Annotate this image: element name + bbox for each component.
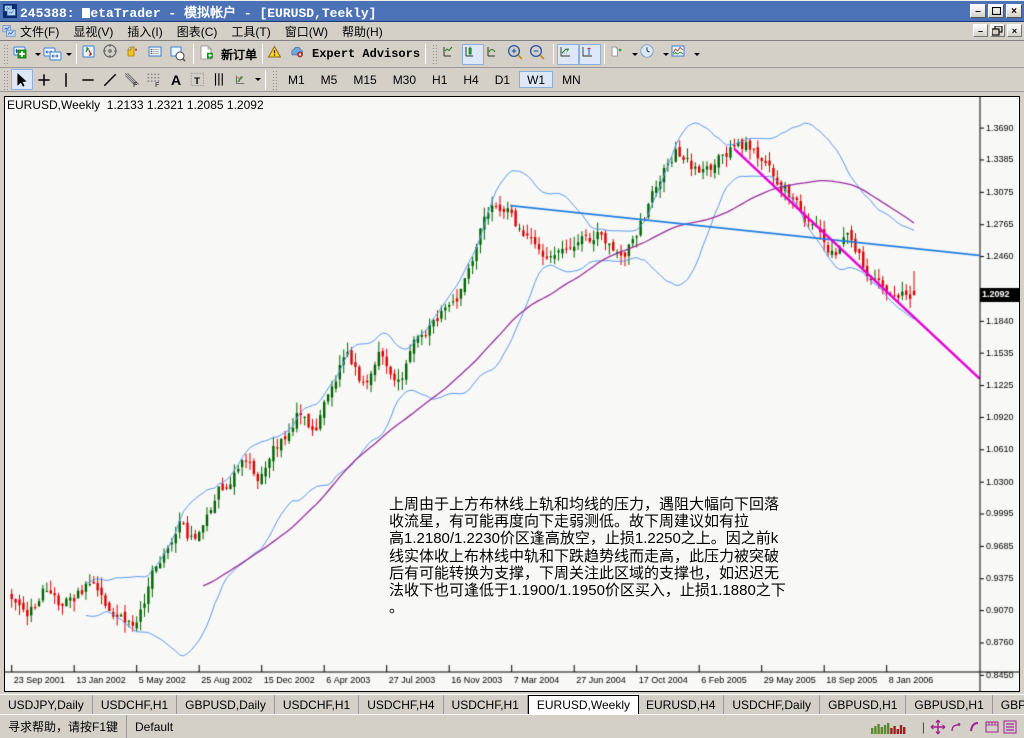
svg-text:F: F (155, 81, 159, 88)
svg-text:F: F (133, 81, 137, 88)
svg-text:T: T (194, 75, 200, 86)
